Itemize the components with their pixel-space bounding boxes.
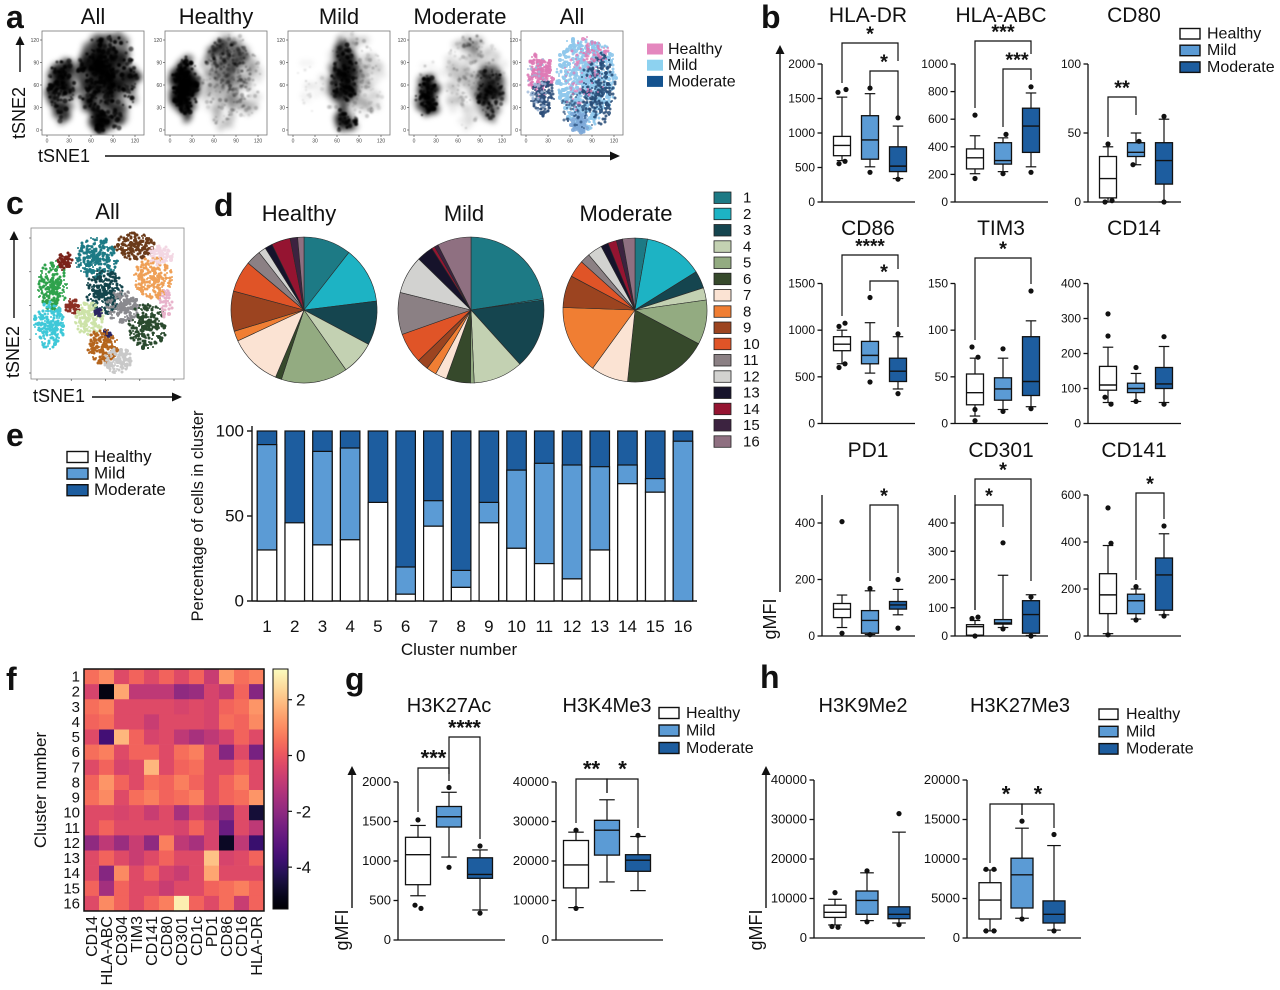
svg-text:90: 90 — [33, 61, 39, 67]
svg-text:0: 0 — [282, 128, 285, 134]
svg-text:120: 120 — [154, 38, 163, 44]
svg-text:60: 60 — [400, 83, 406, 89]
svg-text:HLA-DR: HLA-DR — [829, 4, 907, 27]
svg-text:30: 30 — [189, 139, 195, 145]
svg-text:Healthy: Healthy — [179, 4, 254, 29]
svg-text:120: 120 — [398, 38, 407, 44]
svg-text:0: 0 — [159, 128, 162, 134]
svg-text:30: 30 — [400, 106, 406, 112]
svg-text:500: 500 — [795, 161, 815, 175]
svg-text:90: 90 — [279, 61, 285, 67]
svg-text:60: 60 — [279, 83, 285, 89]
svg-text:0: 0 — [808, 195, 815, 209]
svg-text:60: 60 — [88, 139, 94, 145]
svg-text:All: All — [560, 4, 584, 29]
svg-text:120: 120 — [510, 38, 519, 44]
svg-text:120: 120 — [277, 38, 286, 44]
svg-text:120: 120 — [610, 139, 619, 145]
svg-text:120: 120 — [31, 38, 40, 44]
svg-text:60: 60 — [334, 139, 340, 145]
svg-text:60: 60 — [211, 139, 217, 145]
svg-text:Healthy: Healthy — [668, 41, 722, 58]
svg-text:30: 30 — [545, 139, 551, 145]
svg-text:30: 30 — [433, 139, 439, 145]
svg-text:1000: 1000 — [788, 126, 815, 140]
svg-text:30: 30 — [156, 106, 162, 112]
svg-text:1500: 1500 — [788, 92, 815, 106]
svg-text:60: 60 — [156, 83, 162, 89]
svg-text:0: 0 — [36, 128, 39, 134]
svg-text:tSNE1: tSNE1 — [38, 146, 90, 166]
svg-text:0: 0 — [292, 139, 295, 145]
svg-text:2000: 2000 — [788, 57, 815, 71]
svg-text:0: 0 — [403, 128, 406, 134]
svg-text:0: 0 — [169, 139, 172, 145]
svg-text:Mild: Mild — [319, 4, 359, 29]
svg-text:30: 30 — [279, 106, 285, 112]
svg-text:30: 30 — [66, 139, 72, 145]
svg-text:60: 60 — [455, 139, 461, 145]
svg-text:60: 60 — [567, 139, 573, 145]
svg-text:0: 0 — [515, 128, 518, 134]
svg-text:tSNE2: tSNE2 — [9, 87, 29, 139]
svg-text:90: 90 — [233, 139, 239, 145]
svg-text:90: 90 — [110, 139, 116, 145]
svg-text:a: a — [6, 0, 24, 35]
svg-text:0: 0 — [525, 139, 528, 145]
svg-text:90: 90 — [589, 139, 595, 145]
svg-text:90: 90 — [477, 139, 483, 145]
svg-text:120: 120 — [131, 139, 140, 145]
svg-text:90: 90 — [512, 61, 518, 67]
svg-text:0: 0 — [413, 139, 416, 145]
svg-text:120: 120 — [377, 139, 386, 145]
svg-text:b: b — [761, 0, 781, 35]
svg-text:60: 60 — [512, 83, 518, 89]
svg-text:60: 60 — [33, 83, 39, 89]
svg-text:All: All — [81, 4, 105, 29]
svg-text:30: 30 — [33, 106, 39, 112]
svg-text:30: 30 — [512, 106, 518, 112]
svg-text:30: 30 — [312, 139, 318, 145]
svg-text:0: 0 — [46, 139, 49, 145]
svg-text:120: 120 — [254, 139, 263, 145]
svg-text:90: 90 — [156, 61, 162, 67]
svg-text:gMFI: gMFI — [760, 598, 780, 639]
svg-text:Moderate: Moderate — [414, 4, 507, 29]
svg-text:90: 90 — [356, 139, 362, 145]
svg-text:120: 120 — [498, 139, 507, 145]
svg-text:90: 90 — [400, 61, 406, 67]
svg-text:Moderate: Moderate — [668, 73, 736, 90]
svg-text:Mild: Mild — [668, 57, 697, 74]
